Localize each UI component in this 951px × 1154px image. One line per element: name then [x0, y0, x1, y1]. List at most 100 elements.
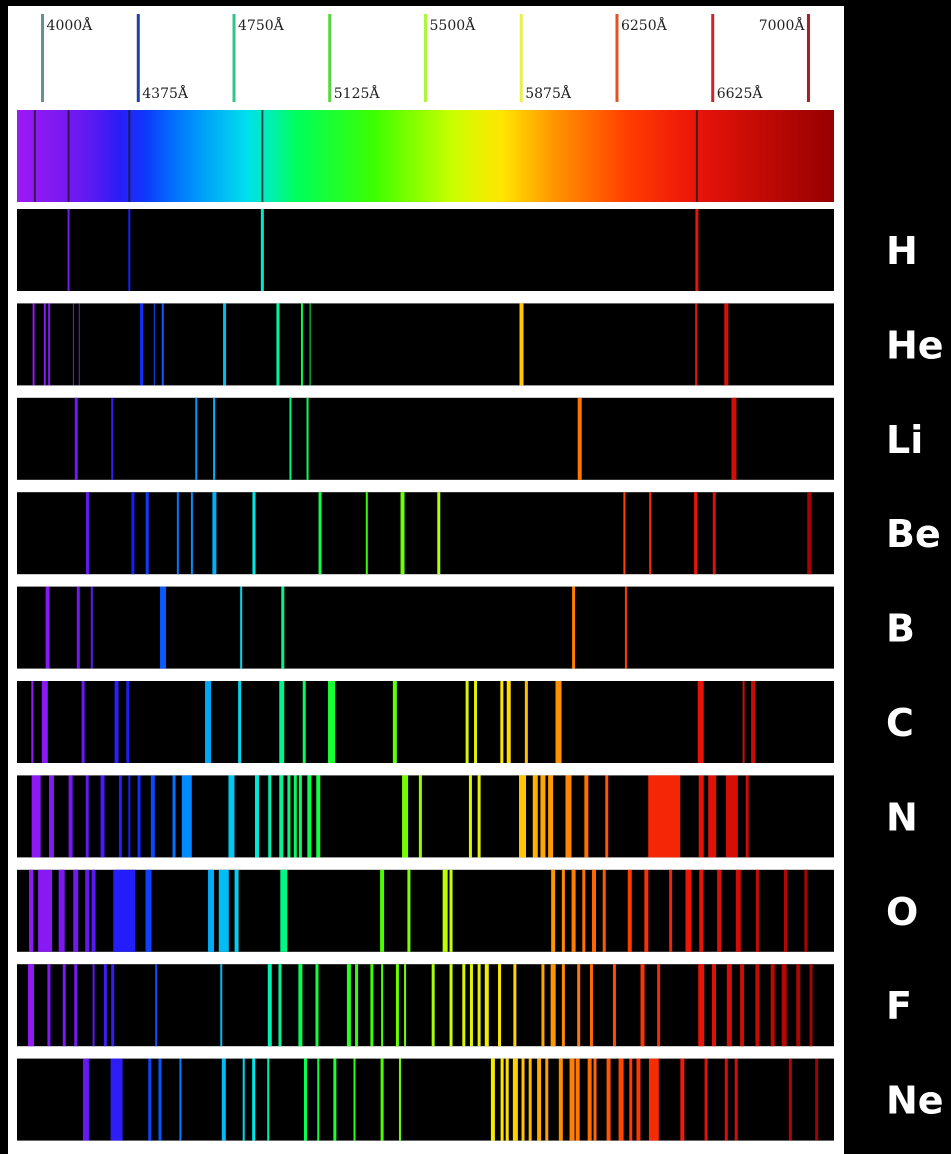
emission-line [407, 869, 411, 952]
emission-line [380, 869, 385, 952]
emission-line [113, 869, 136, 952]
emission-line [252, 492, 256, 575]
emission-line [652, 1058, 659, 1141]
emission-line [555, 681, 562, 763]
emission-line [724, 1058, 728, 1141]
emission-line [242, 1058, 245, 1141]
emission-line [629, 1058, 633, 1141]
element-label: Ne [886, 1079, 944, 1123]
scale-tick [615, 14, 619, 102]
emission-line [176, 492, 179, 575]
emission-line [153, 303, 155, 386]
emission-line [267, 1058, 270, 1141]
emission-line [708, 775, 717, 858]
scale-tick [232, 14, 236, 102]
emission-line [278, 964, 282, 1047]
emission-line [281, 586, 285, 669]
emission-line [627, 869, 632, 952]
emission-line [333, 1058, 337, 1141]
emission-line [398, 1058, 401, 1141]
emission-line [781, 964, 787, 1047]
emission-line [74, 964, 78, 1047]
emission-line [512, 1058, 518, 1141]
scale-tick [328, 14, 332, 102]
spectrum-row-f [17, 964, 834, 1047]
element-label: F [886, 984, 912, 1028]
absorption-line [695, 110, 698, 202]
emission-line [73, 869, 79, 952]
absorption-line [33, 110, 36, 202]
emission-line [612, 964, 616, 1047]
emission-line [680, 1058, 685, 1141]
emission-line [477, 964, 481, 1047]
spectrum-background [17, 303, 834, 386]
emission-line [804, 869, 808, 952]
emission-line [172, 775, 176, 858]
emission-line [602, 869, 606, 952]
emission-line [228, 775, 235, 858]
emission-line [724, 303, 729, 386]
emission-line [788, 1058, 792, 1141]
emission-line [68, 775, 73, 858]
emission-line [304, 1058, 308, 1141]
emission-line [315, 964, 319, 1047]
emission-line [252, 1058, 256, 1141]
element-label: He [886, 323, 944, 367]
emission-line [699, 869, 704, 952]
scale-tick-label: 4375Å [142, 84, 189, 102]
emission-line [346, 964, 351, 1047]
emission-line [47, 964, 51, 1047]
emission-line [118, 775, 122, 858]
emission-line [126, 681, 130, 763]
emission-line [62, 964, 66, 1047]
emission-line [58, 869, 65, 952]
emission-line [161, 303, 164, 386]
emission-line [287, 775, 291, 858]
emission-line [735, 869, 741, 952]
emission-line [238, 681, 242, 763]
emission-line [195, 397, 198, 480]
emission-line [306, 397, 309, 480]
emission-line [532, 775, 538, 858]
emission-line [150, 775, 155, 858]
emission-line [584, 775, 589, 858]
emission-line [234, 869, 239, 952]
emission-line [462, 964, 466, 1047]
emission-line [519, 303, 524, 386]
emission-line [513, 964, 517, 1047]
emission-line [498, 964, 502, 1047]
emission-line [155, 964, 158, 1047]
emission-line [704, 1058, 708, 1141]
emission-line [91, 869, 96, 952]
emission-line [469, 964, 473, 1047]
emission-line [572, 586, 576, 669]
emission-line [685, 869, 692, 952]
emission-line [437, 492, 441, 575]
emission-line [260, 209, 264, 291]
emission-line [648, 775, 681, 858]
emission-line [484, 964, 489, 1047]
scale-tick [41, 14, 45, 102]
emission-line [140, 303, 144, 386]
emission-line [100, 775, 105, 858]
emission-line [276, 303, 280, 386]
emission-line [298, 964, 303, 1047]
emission-line [92, 964, 95, 1047]
emission-line [90, 586, 93, 669]
scale-tick-label: 4750Å [238, 16, 285, 34]
emission-line [85, 775, 89, 858]
scale-tick [136, 14, 140, 102]
emission-line [353, 1058, 356, 1141]
emission-line [550, 964, 556, 1047]
emission-line [606, 1058, 611, 1141]
emission-line [78, 303, 80, 386]
emission-line [85, 492, 89, 575]
absorption-line [128, 110, 131, 202]
emission-line [465, 681, 469, 763]
emission-line [742, 681, 745, 763]
emission-line [404, 964, 407, 1047]
spectrum-row-b [17, 586, 834, 669]
emission-line [72, 303, 74, 386]
emission-line [636, 1058, 641, 1141]
